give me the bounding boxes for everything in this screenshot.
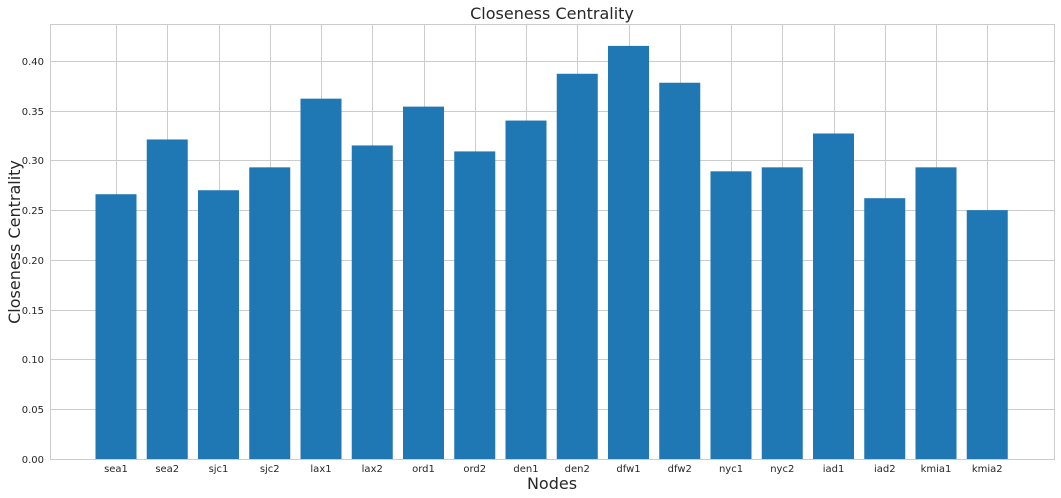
y-tick-label: 0.25: [22, 206, 44, 217]
x-tick-label: nyc2: [770, 464, 794, 475]
bar-sea2: [146, 139, 188, 459]
bar-ord1: [403, 106, 444, 459]
bar-nyc2: [761, 167, 803, 460]
bar-nyc1: [710, 171, 752, 460]
x-tick-label: nyc1: [719, 464, 743, 475]
x-tick-label: lax1: [310, 464, 331, 475]
bars: [95, 45, 1008, 460]
y-axis-label: Closeness Centrality: [5, 160, 24, 324]
bar-kmia1: [915, 167, 957, 460]
y-tick-label: 0.30: [22, 156, 44, 167]
bar-den2: [556, 73, 598, 459]
x-tick-label: den2: [565, 464, 590, 475]
bar-sea1: [95, 194, 137, 459]
y-tick-label: 0.10: [22, 355, 44, 366]
x-tick-label: sea1: [104, 464, 128, 475]
bar-sjc2: [249, 167, 291, 460]
x-tick-label: sjc2: [260, 464, 280, 475]
bar-ord2: [454, 151, 496, 459]
bar-sjc1: [198, 190, 239, 459]
x-tick-labels: sea1 sea2 sjc1 sjc2 lax1 lax2 ord1 ord2 den1 den2…: [104, 464, 1003, 475]
y-tick-labels: 0.00 0.05 0.10 0.15 0.20 0.25 0.30 0.35 0.40: [22, 57, 44, 466]
plot-frame: [50, 24, 1055, 460]
y-tick-label: 0.40: [22, 57, 44, 68]
x-tick-label: kmia2: [972, 464, 1003, 475]
x-tick-label: dfw1: [616, 464, 640, 475]
y-tick-label: 0.35: [22, 107, 44, 118]
bar-iad2: [864, 198, 906, 459]
bar-iad1: [813, 133, 854, 459]
y-tick-label: 0.05: [22, 405, 44, 416]
x-tick-label: ord1: [412, 464, 435, 475]
bar-den1: [505, 120, 547, 459]
bar-lax1: [300, 98, 342, 460]
bar-dfw1: [608, 45, 649, 459]
x-tick-label: iad1: [823, 464, 845, 475]
bar-dfw2: [659, 82, 701, 459]
x-tick-label: iad2: [874, 464, 896, 475]
x-tick-label: den1: [513, 464, 538, 475]
x-axis-label: Nodes: [527, 474, 577, 493]
x-tick-label: sjc1: [209, 464, 229, 475]
x-tick-label: lax2: [362, 464, 383, 475]
y-tick-label: 0.15: [22, 306, 44, 317]
y-tick-label: 0.00: [22, 455, 44, 466]
x-tick-label: dfw2: [668, 464, 692, 475]
y-tick-label: 0.20: [22, 256, 44, 267]
bar-lax2: [351, 145, 393, 459]
chart-title: Closeness Centrality: [470, 4, 634, 23]
x-tick-label: kmia1: [921, 464, 952, 475]
x-tick-label: sea2: [155, 464, 179, 475]
x-tick-label: ord2: [463, 464, 486, 475]
bar-kmia2: [966, 210, 1008, 459]
